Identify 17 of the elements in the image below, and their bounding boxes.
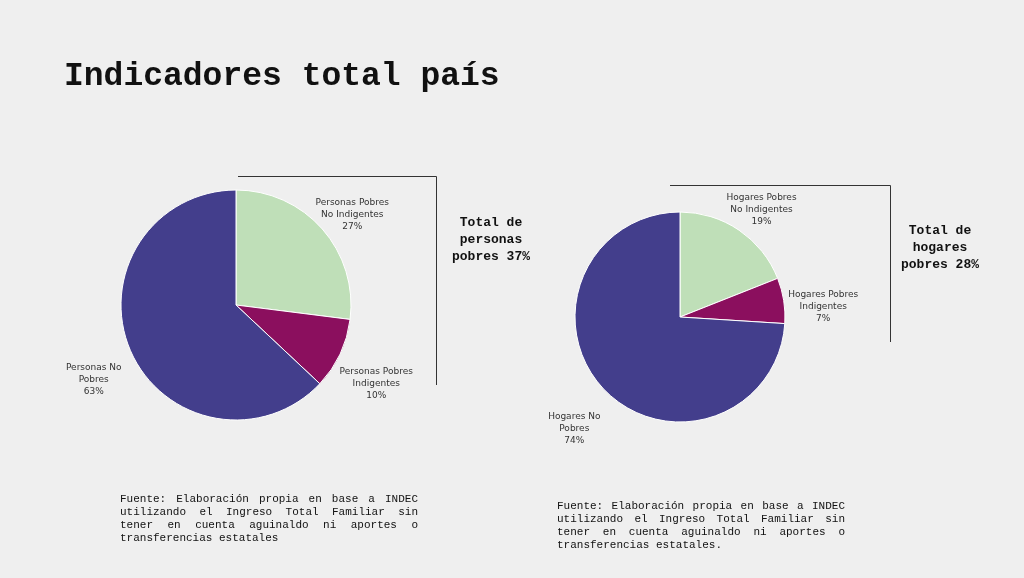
slice-label: Personas Pobres No Indigentes: [315, 197, 390, 220]
source-note: Fuente: Elaboración propia en base a INDEC utilizando el Ingreso Total Familiar sin tener en cuenta aguinaldo ni aportes o transferencias estatales.: [557, 500, 845, 552]
data-label: 19%: [751, 216, 772, 227]
source-note: Fuente: Elaboración propia en base a INDEC utilizando el Ingreso Total Familiar sin tener en cuenta aguinaldo ni aportes o transferencias estatales: [120, 493, 418, 545]
slice-label: Hogares Pobres No Indigentes: [726, 192, 797, 215]
slice-label: Personas No Pobres: [65, 361, 123, 384]
text: Total de hogares pobres 28%: [900, 222, 980, 273]
slice-label: Hogares Pobres Indigentes: [788, 289, 859, 312]
data-label: 10%: [366, 390, 387, 400]
data-label: 7%: [816, 313, 831, 324]
slice-label: Hogares No Pobres: [548, 411, 601, 434]
chart-title: Indicadores total país: [64, 58, 500, 95]
data-label: 63%: [83, 385, 105, 396]
data-label: 27%: [342, 221, 363, 232]
text: Total de personas pobres 37%: [451, 214, 531, 265]
slice-label: Personas Pobres Indigentes: [339, 366, 414, 388]
data-label: 74%: [564, 435, 585, 446]
